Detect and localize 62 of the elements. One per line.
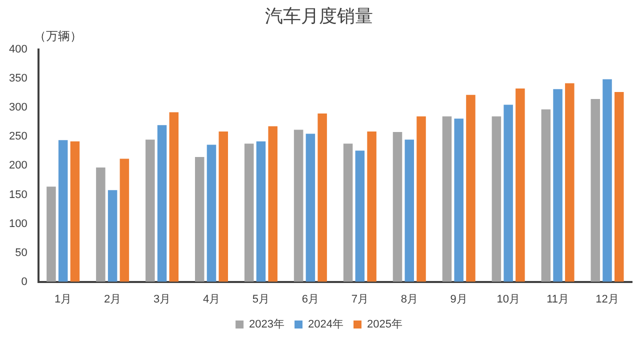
bar (306, 134, 316, 282)
chart-title: 汽车月度销量 (265, 6, 373, 26)
y-tick-label: 300 (8, 102, 28, 114)
bar (492, 116, 502, 282)
x-tick-label: 8月 (400, 293, 418, 306)
bar (70, 141, 80, 282)
bar (404, 140, 414, 282)
y-tick-label: 0 (21, 276, 28, 288)
bar (108, 190, 118, 282)
y-tick-label: 250 (8, 130, 28, 143)
bar (146, 140, 155, 282)
y-tick-label: 100 (8, 218, 28, 230)
bar (256, 141, 266, 282)
bar (355, 150, 365, 282)
bar (194, 156, 204, 282)
x-tick-label: 3月 (153, 293, 171, 306)
legend-label: 2025年 (366, 318, 402, 331)
bar (268, 126, 278, 282)
legend-label: 2024年 (308, 318, 344, 331)
bar (367, 131, 376, 282)
bar (590, 98, 600, 282)
x-tick-label: 7月 (351, 293, 368, 306)
bar (206, 144, 216, 282)
bar (602, 79, 612, 282)
y-tick-label: 200 (8, 160, 28, 172)
y-axis-title: （万辆） (34, 28, 82, 45)
bar (169, 112, 179, 282)
legend-label: 2023年 (249, 318, 285, 331)
x-tick-label: 9月 (450, 293, 468, 306)
bar (120, 158, 130, 282)
bar (516, 88, 525, 282)
x-tick-label: 1月 (54, 293, 72, 306)
y-tick-label: 400 (8, 44, 28, 56)
y-tick-label: 50 (15, 246, 28, 259)
x-tick-label: 2月 (104, 293, 122, 306)
x-tick-label: 5月 (252, 293, 270, 306)
y-tick-label: 150 (8, 188, 28, 201)
bar (442, 116, 452, 282)
bar (553, 89, 562, 282)
x-tick-label: 12月 (596, 293, 619, 306)
bar (541, 109, 551, 282)
y-tick-label: 350 (8, 72, 28, 85)
bar (466, 94, 476, 282)
bar (46, 186, 56, 282)
bar (96, 167, 106, 282)
bar (58, 140, 68, 282)
bar (218, 131, 228, 282)
bar (318, 113, 327, 282)
bar (294, 130, 304, 282)
bar (614, 92, 624, 282)
bar (504, 104, 513, 282)
x-tick-label: 4月 (202, 293, 220, 306)
bar (416, 116, 426, 282)
x-tick-label: 6月 (302, 293, 320, 306)
bar (343, 144, 353, 282)
x-tick-label: 11月 (546, 293, 570, 306)
bar (244, 144, 254, 282)
bar (392, 132, 402, 282)
x-tick-label: 10月 (496, 293, 520, 306)
bar (454, 118, 464, 282)
bar (565, 83, 574, 282)
bar (157, 125, 167, 282)
